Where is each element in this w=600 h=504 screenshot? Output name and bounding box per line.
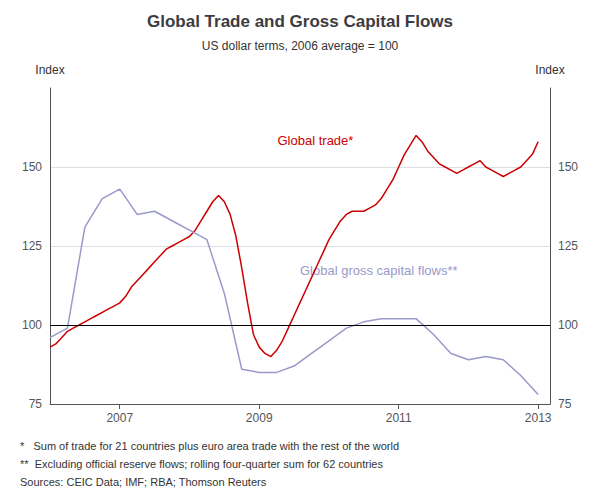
svg-text:100: 100 bbox=[558, 318, 578, 332]
svg-text:75: 75 bbox=[558, 397, 572, 411]
svg-text:150: 150 bbox=[22, 160, 42, 174]
svg-text:Index: Index bbox=[35, 63, 64, 77]
svg-text:Global Trade and Gross Capital: Global Trade and Gross Capital Flows bbox=[147, 12, 453, 31]
svg-text:US dollar terms, 2006 average: US dollar terms, 2006 average = 100 bbox=[202, 39, 399, 53]
svg-text:2007: 2007 bbox=[106, 411, 133, 425]
svg-text:2013: 2013 bbox=[525, 411, 552, 425]
svg-text:2009: 2009 bbox=[246, 411, 273, 425]
svg-text:100: 100 bbox=[22, 318, 42, 332]
svg-text:2011: 2011 bbox=[386, 411, 412, 425]
svg-text:Global gross capital flows**: Global gross capital flows** bbox=[300, 263, 458, 278]
svg-text:75: 75 bbox=[29, 397, 43, 411]
svg-text:125: 125 bbox=[558, 239, 578, 253]
svg-text:Sources: CEIC Data; IMF; RBA;: Sources: CEIC Data; IMF; RBA; Thomson Re… bbox=[20, 476, 267, 488]
svg-text:150: 150 bbox=[558, 160, 578, 174]
svg-text:** Excluding official reserve: ** Excluding official reserve flows; rol… bbox=[20, 458, 383, 470]
svg-text:Global trade*: Global trade* bbox=[278, 133, 354, 148]
svg-text:Index: Index bbox=[535, 63, 564, 77]
svg-text:125: 125 bbox=[22, 239, 42, 253]
svg-text:* Sum of trade for 21 countr: * Sum of trade for 21 countries plus eur… bbox=[20, 440, 399, 452]
